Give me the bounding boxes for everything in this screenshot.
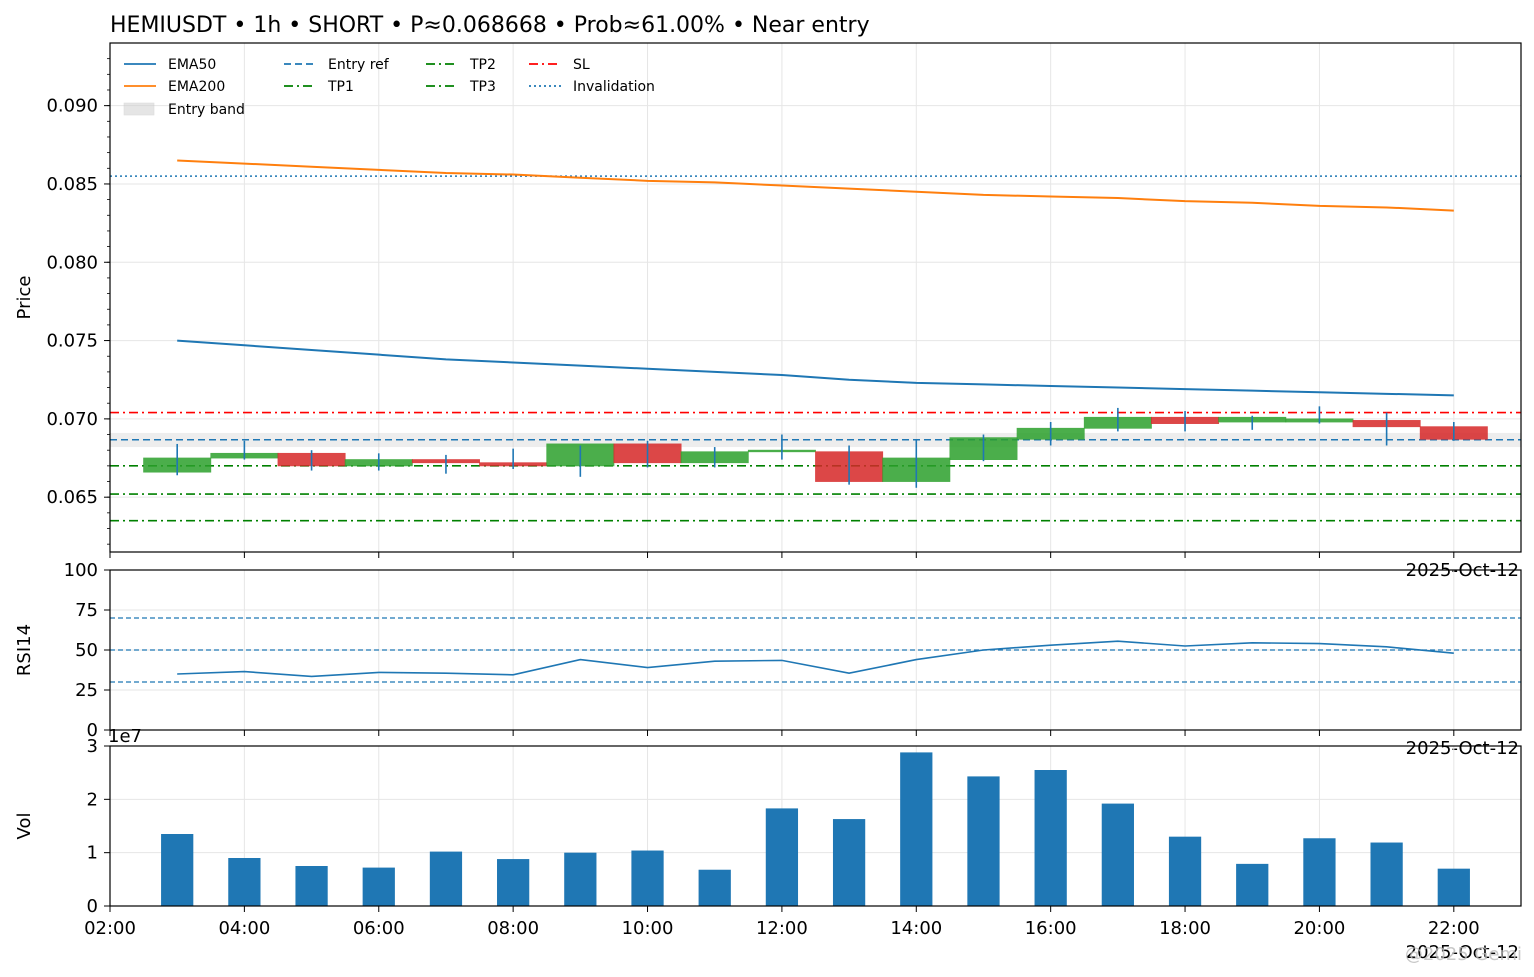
price-y-tick-label: 0.065 bbox=[46, 487, 98, 508]
ema50-line bbox=[177, 339, 1454, 397]
price-y-tick-label: 0.080 bbox=[46, 252, 98, 273]
volume-bar bbox=[161, 834, 194, 906]
legend-label-entry-ref: Entry ref bbox=[328, 57, 390, 73]
volume-bar bbox=[497, 859, 530, 906]
volume-bar bbox=[228, 858, 261, 906]
volume-bar bbox=[900, 752, 933, 906]
x-tick-label: 02:00 bbox=[84, 918, 136, 939]
vol-y-tick-label: 0 bbox=[87, 896, 98, 917]
x-tick-label: 14:00 bbox=[890, 918, 942, 939]
volume-panel: 0 1 2 3 Vol 1e7 02:00 04:00 06:00 08:00 10:00 12:00… bbox=[14, 726, 1522, 963]
x-tick-label: 04:00 bbox=[218, 918, 270, 939]
x-tick-label: 10:00 bbox=[622, 918, 674, 939]
volume-bar bbox=[1437, 868, 1470, 906]
x-tick-label: 16:00 bbox=[1025, 918, 1077, 939]
x-tick-label: 22:00 bbox=[1428, 918, 1480, 939]
x-tick-label: 06:00 bbox=[353, 918, 405, 939]
price-y-tick-label: 0.090 bbox=[46, 96, 98, 117]
rsi-y-tick-label: 75 bbox=[75, 600, 98, 621]
volume-bar bbox=[295, 866, 328, 906]
legend-label-ema200: EMA200 bbox=[168, 79, 225, 95]
legend-label-entry-band: Entry band bbox=[168, 102, 245, 118]
legend-swatch-entry-band bbox=[123, 102, 155, 116]
volume-bar bbox=[564, 852, 597, 906]
legend-label-tp2: TP2 bbox=[469, 57, 496, 73]
price-y-tick-label: 0.070 bbox=[46, 409, 98, 430]
volume-bar bbox=[765, 808, 799, 906]
volume-bar bbox=[1101, 803, 1134, 906]
price-y-tick-label: 0.075 bbox=[46, 331, 98, 352]
volume-bar bbox=[1370, 842, 1403, 906]
rsi-frame bbox=[109, 569, 1522, 731]
volume-bar bbox=[631, 850, 664, 906]
legend-label-tp3: TP3 bbox=[469, 79, 496, 95]
rsi-y-tick-label: 25 bbox=[75, 680, 98, 701]
volume-bar bbox=[698, 869, 731, 906]
volume-bar bbox=[1236, 863, 1269, 906]
price-y-tick-label: 0.085 bbox=[46, 174, 98, 195]
x-tick-label: 12:00 bbox=[756, 918, 808, 939]
volume-bar bbox=[1303, 838, 1336, 906]
rsi-panel: 0 25 50 75 100 RSI14 2025-Oct-12 bbox=[14, 560, 1522, 759]
vol-date-label: 2025-Oct-12 bbox=[1406, 942, 1519, 963]
volume-multiplier: 1e7 bbox=[108, 726, 142, 747]
x-tick-label: 20:00 bbox=[1293, 918, 1345, 939]
chart-title: HEMIUSDT • 1h • SHORT • P≈0.068668 • Pro… bbox=[110, 13, 870, 38]
legend-label-sl: SL bbox=[573, 57, 590, 73]
ema200-line bbox=[177, 159, 1454, 212]
volume-bar bbox=[362, 867, 395, 906]
vol-y-tick-label: 2 bbox=[87, 789, 98, 810]
price-frame bbox=[109, 42, 1522, 553]
legend-label-invalidation: Invalidation bbox=[573, 79, 655, 95]
rsi-date-label: 2025-Oct-12 bbox=[1406, 738, 1519, 759]
volume-bar bbox=[429, 851, 463, 906]
vol-axis-label: Vol bbox=[14, 813, 35, 840]
rsi-axis-label: RSI14 bbox=[14, 624, 35, 676]
price-panel: 0.0650.0700.0750.0800.0850.090Price2025-… bbox=[14, 42, 1522, 581]
volume-bar bbox=[1168, 836, 1202, 906]
watermark: @2025 Gemi bbox=[1405, 944, 1522, 965]
vol-frame bbox=[109, 745, 1522, 907]
volume-bar bbox=[832, 819, 866, 906]
vol-y-tick-label: 3 bbox=[87, 736, 98, 757]
vol-y-tick-label: 1 bbox=[87, 843, 98, 864]
rsi-y-tick-label: 100 bbox=[64, 560, 98, 581]
rsi-y-tick-label: 50 bbox=[75, 640, 98, 661]
price-legend: EMA50 EMA200 Entry band Entry ref TP1 TP2 TP3 S… bbox=[123, 57, 655, 118]
legend-label-tp1: TP1 bbox=[327, 79, 354, 95]
rsi-line bbox=[177, 640, 1454, 678]
x-tick-label: 18:00 bbox=[1159, 918, 1211, 939]
volume-bar bbox=[967, 776, 1000, 906]
legend-label-ema50: EMA50 bbox=[168, 57, 216, 73]
rsi-y-tick-label: 0 bbox=[87, 720, 98, 741]
volume-bar bbox=[1034, 770, 1067, 906]
x-tick-label: 08:00 bbox=[487, 918, 539, 939]
price-axis-label: Price bbox=[14, 276, 35, 320]
